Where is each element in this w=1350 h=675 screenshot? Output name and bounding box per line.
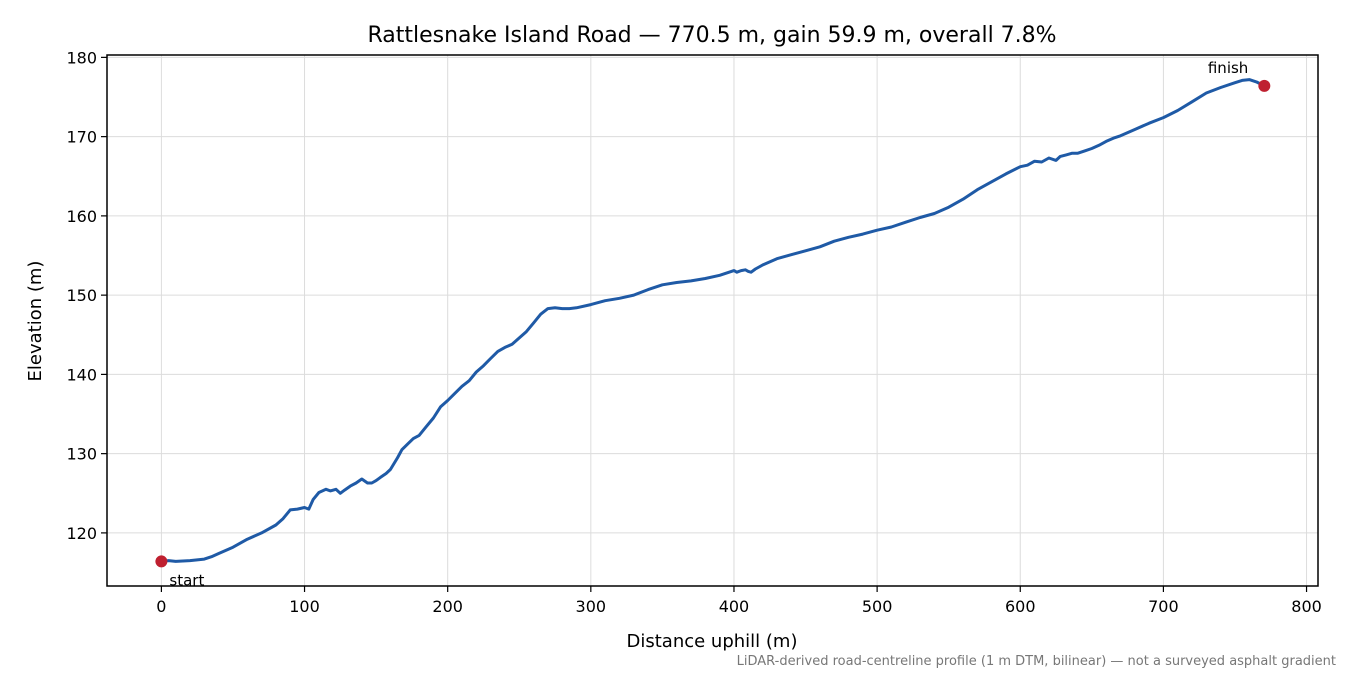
x-axis-label: Distance uphill (m) — [627, 631, 798, 652]
footnote: LiDAR-derived road-centreline profile (1… — [737, 654, 1336, 669]
grid-lines — [107, 55, 1318, 586]
y-axis-label: Elevation (m) — [25, 261, 46, 382]
y-tick-label: 130 — [66, 445, 97, 464]
x-tick-label: 400 — [719, 597, 750, 616]
plot-frame — [106, 54, 1319, 587]
start-marker — [155, 555, 168, 568]
y-tick-label: 150 — [66, 286, 97, 305]
finish-marker — [1258, 79, 1271, 92]
x-tick-label: 300 — [576, 597, 607, 616]
elevation-line — [159, 78, 1266, 563]
finish-label: finish — [1208, 59, 1248, 77]
x-tick-label: 500 — [862, 597, 893, 616]
y-tick-label: 120 — [66, 524, 97, 543]
start-label: start — [169, 571, 204, 589]
x-tick-label: 700 — [1148, 597, 1179, 616]
chart-title: Rattlesnake Island Road — 770.5 m, gain … — [367, 23, 1056, 48]
y-tick-label: 180 — [66, 48, 97, 67]
axis-ticks: 0 100 200 300 400 500 600 700 800 120 130 140 150 160… — [66, 48, 1321, 616]
x-tick-label: 600 — [1005, 597, 1036, 616]
marker-layer: start finish — [155, 59, 1271, 589]
x-tick-label: 800 — [1291, 597, 1322, 616]
x-tick-label: 200 — [432, 597, 463, 616]
y-tick-label: 140 — [66, 365, 97, 384]
y-tick-label: 160 — [66, 207, 97, 226]
series-layer — [159, 78, 1266, 563]
y-tick-label: 170 — [66, 128, 97, 147]
x-tick-label: 0 — [156, 597, 166, 616]
x-tick-label: 100 — [289, 597, 320, 616]
